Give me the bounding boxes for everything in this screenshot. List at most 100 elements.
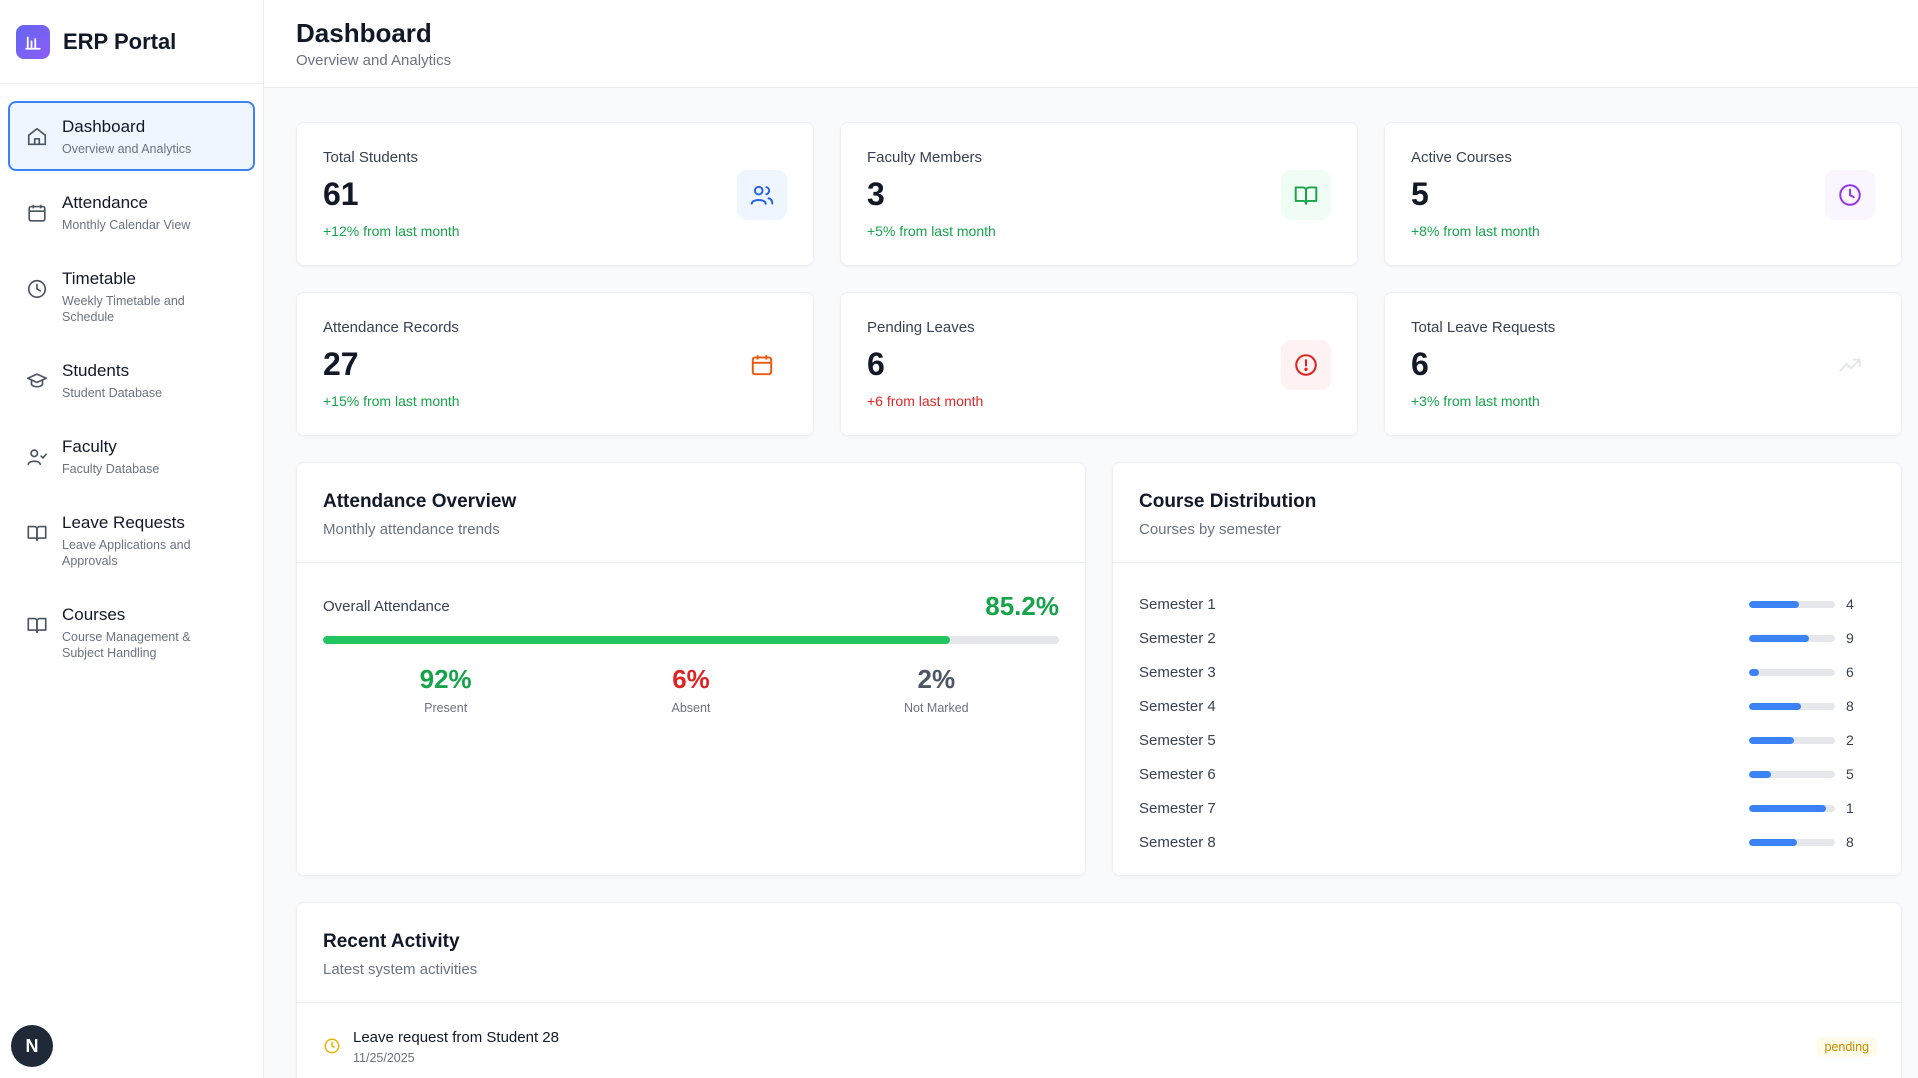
semester-bar-fill [1749,668,1760,676]
present-label: Present [424,701,468,715]
stat-change: +3% from last month [1411,393,1540,409]
clock-icon [26,278,48,300]
stat-label: Total Leave Requests [1411,319,1556,336]
stat-change: +8% from last month [1411,223,1540,239]
semester-count: 1 [1846,800,1854,816]
attendance-progress-bar [323,636,1059,644]
page-subtitle: Overview and Analytics [296,52,452,69]
sidebar-item-students[interactable]: Students Student Database [8,345,255,415]
semester-bar-fill [1749,600,1799,608]
panel-subtitle: Latest system activities [323,961,478,978]
attendance-overview-panel: Attendance Overview Monthly attendance t… [296,462,1086,876]
avatar[interactable]: N [11,1025,53,1067]
sidebar-item-label: Dashboard [62,117,146,136]
semester-label: Semester 3 [1139,663,1216,681]
stat-card-active-courses: Active Courses 5 +8% from last month [1384,122,1902,266]
semester-bar-fill [1749,838,1798,846]
stat-change: +15% from last month [323,393,460,409]
brand[interactable]: ERP Portal [0,0,263,84]
sidebar: ERP Portal Dashboard Overview and Analyt… [0,0,264,1078]
stat-card-faculty-members: Faculty Members 3 +5% from last month [840,122,1358,266]
stat-label: Faculty Members [867,149,983,166]
distribution-list: Semester 1 4 Semester 2 9 Semester 3 6 Semeste… [1113,563,1901,859]
sidebar-item-courses[interactable]: Courses Course Management & Subject Hand… [8,589,255,675]
calendar-icon [26,202,48,224]
sidebar-item-dashboard[interactable]: Dashboard Overview and Analytics [8,101,255,171]
not-marked-label: Not Marked [904,701,969,715]
absent-stat: 6% Absent [601,664,781,715]
stat-card-attendance-records: Attendance Records 27 +15% from last mon… [296,292,814,436]
stat-label: Active Courses [1411,149,1512,166]
sidebar-item-sub: Monthly Calendar View [62,218,191,232]
stat-value: 3 [867,176,885,212]
app-title: ERP Portal [63,28,177,54]
semester-count: 5 [1846,766,1854,782]
stat-value: 6 [867,346,885,382]
page-header: Dashboard Overview and Analytics [264,0,1918,88]
stat-label: Total Students [323,149,419,166]
semester-bar [1749,668,1835,676]
semester-bar-fill [1749,736,1794,744]
sidebar-item-sub: Course Management & Subject Handling [62,630,191,660]
semester-bar [1749,702,1835,710]
sidebar-item-faculty[interactable]: Faculty Faculty Database [8,421,255,491]
panel-title: Recent Activity [323,931,460,952]
book-icon [26,614,48,636]
stat-value: 27 [323,346,359,382]
sidebar-item-label: Courses [62,605,126,624]
distribution-row: Semester 5 2 [1139,723,1875,757]
stat-change: +6 from last month [867,393,984,409]
distribution-row: Semester 2 9 [1139,621,1875,655]
panel-subtitle: Courses by semester [1139,521,1281,538]
distribution-row: Semester 4 8 [1139,689,1875,723]
calendar-icon [737,340,787,390]
semester-label: Semester 4 [1139,697,1216,715]
charts-row: Attendance Overview Monthly attendance t… [296,462,1902,876]
book-open-icon [1281,170,1331,220]
recent-activity-panel: Recent Activity Latest system activities… [296,902,1902,1078]
overall-attendance-value: 85.2% [985,591,1059,621]
stat-change: +5% from last month [867,223,996,239]
sidebar-item-sub: Leave Applications and Approvals [62,538,191,568]
semester-bar [1749,634,1835,642]
stat-card-pending-leaves: Pending Leaves 6 +6 from last month [840,292,1358,436]
semester-count: 2 [1846,732,1854,748]
semester-label: Semester 8 [1139,833,1216,851]
semester-count: 6 [1846,664,1854,680]
sidebar-item-sub: Overview and Analytics [62,142,192,156]
semester-count: 4 [1846,596,1854,612]
graduation-cap-icon [26,370,48,392]
status-badge: pending [1816,1037,1877,1057]
semester-label: Semester 1 [1139,595,1216,613]
page-title: Dashboard [296,18,432,48]
semester-bar [1749,736,1835,744]
stats-grid: Total Students 61 +12% from last month F… [296,122,1902,436]
sidebar-item-label: Leave Requests [62,513,185,532]
stat-value: 5 [1411,176,1429,212]
user-check-icon [26,446,48,468]
stat-value: 61 [323,176,359,212]
home-icon [26,126,48,148]
semester-bar [1749,770,1835,778]
panel-title: Course Distribution [1139,491,1317,512]
sidebar-nav: Dashboard Overview and Analytics Attenda… [0,84,263,675]
stat-value: 6 [1411,346,1429,382]
sidebar-item-sub: Faculty Database [62,462,160,476]
distribution-row: Semester 8 8 [1139,825,1875,859]
sidebar-item-leave-requests[interactable]: Leave Requests Leave Applications and Ap… [8,497,255,583]
sidebar-item-timetable[interactable]: Timetable Weekly Timetable and Schedule [8,253,255,339]
main-content: Total Students 61 +12% from last month F… [296,122,1902,1078]
sidebar-item-attendance[interactable]: Attendance Monthly Calendar View [8,177,255,247]
course-distribution-panel: Course Distribution Courses by semester … [1112,462,1902,876]
clock-icon [323,1037,341,1055]
semester-label: Semester 5 [1139,731,1216,749]
absent-label: Absent [671,701,711,715]
panel-title: Attendance Overview [323,491,517,512]
present-stat: 92% Present [356,664,536,715]
semester-count: 8 [1846,698,1854,714]
activity-item[interactable]: Leave request from Student 28 11/25/2025… [297,1003,1901,1065]
semester-count: 8 [1846,834,1854,850]
sidebar-item-label: Attendance [62,193,149,212]
users-icon [737,170,787,220]
alert-circle-icon [1281,340,1331,390]
